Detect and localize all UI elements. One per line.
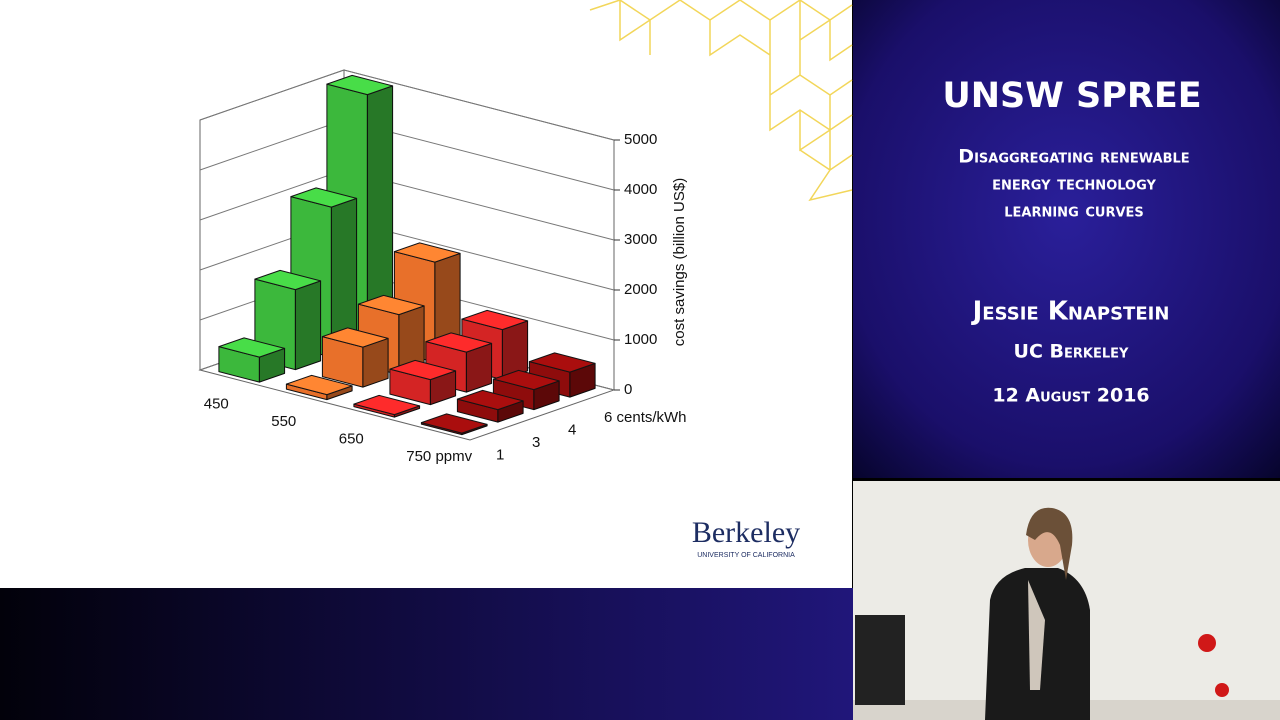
button (1198, 634, 1216, 652)
bar-top (285, 374, 353, 396)
bar-top (357, 294, 425, 316)
bar-top (218, 337, 286, 358)
logo-sub: UNIVERSITY OF CALIFORNIA (697, 552, 795, 559)
bar-top (353, 394, 421, 416)
affiliation: UC Berkeley (1014, 341, 1129, 363)
talk-series: UNSW SPREE (942, 76, 1201, 116)
series-label: 550 (271, 413, 296, 430)
talk-title: energy technology (992, 173, 1156, 195)
bar-top (393, 242, 461, 263)
y-tick-label: 2000 (624, 281, 657, 298)
y-tick-label: 3000 (624, 231, 657, 248)
speaker: Jessie Knapstein (971, 297, 1170, 327)
hair (1026, 507, 1073, 580)
date: 12 August 2016 (992, 385, 1149, 407)
category-label: 3 (532, 434, 540, 451)
y-tick-label: 5000 (624, 131, 657, 148)
y-tick-label: 0 (624, 381, 632, 398)
hex-pattern (589, 0, 853, 202)
chart: 0 1000 2000 3000 4000 5000 450 550 650 750 ppmv 1 3… (198, 69, 688, 465)
monitor (855, 615, 905, 705)
grid-line (199, 69, 615, 141)
category-label: 4 (568, 422, 576, 439)
title-panel: UNSW SPREE Disaggregating renewable ener… (853, 0, 1280, 478)
series-label: 650 (339, 431, 364, 448)
bar-top (528, 352, 596, 373)
bar-top (492, 369, 560, 391)
logo-name: Berkeley (692, 516, 800, 549)
category-label: 6 cents/kWh (604, 409, 687, 426)
y-tick-label: 1000 (624, 331, 657, 348)
bar-top (321, 327, 389, 348)
bar-side (501, 320, 529, 381)
category-label: 1 (496, 447, 504, 464)
bar-top (456, 389, 524, 411)
talk-title: Disaggregating renewable (958, 146, 1189, 168)
bar-top (420, 413, 488, 434)
bar-top (461, 309, 529, 331)
series-label: 450 (204, 396, 229, 413)
y-axis-label: cost savings (billion US$) (671, 178, 688, 346)
talk-title: learning curves (1004, 200, 1144, 222)
bar-top (389, 359, 457, 381)
camera-view (853, 481, 1280, 720)
bar-top (290, 187, 358, 208)
series-label: 750 ppmv (406, 448, 472, 465)
panel-bg (853, 0, 1280, 478)
berkeley-logo: Berkeley UNIVERSITY OF CALIFORNIA (692, 516, 800, 559)
y-tick-label: 4000 (624, 181, 657, 198)
bar-top (425, 332, 493, 353)
shirt (1028, 580, 1045, 690)
button (1215, 683, 1229, 697)
bar-side (294, 280, 322, 371)
bar-top (254, 269, 322, 291)
bar-top (326, 74, 394, 96)
bottom-band (0, 588, 853, 720)
